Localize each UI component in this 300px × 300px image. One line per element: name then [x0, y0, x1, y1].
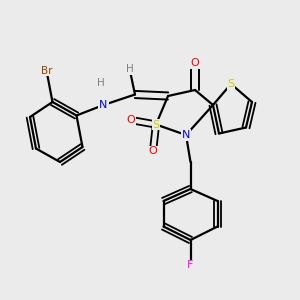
- Text: O: O: [126, 115, 135, 125]
- Text: O: O: [190, 58, 200, 68]
- Text: Br: Br: [41, 65, 52, 76]
- Text: H: H: [126, 64, 134, 74]
- Text: F: F: [187, 260, 194, 271]
- Text: O: O: [148, 146, 158, 157]
- Text: H: H: [97, 77, 104, 88]
- Text: S: S: [152, 119, 160, 130]
- Text: S: S: [227, 79, 235, 89]
- Text: N: N: [99, 100, 108, 110]
- Text: N: N: [182, 130, 190, 140]
